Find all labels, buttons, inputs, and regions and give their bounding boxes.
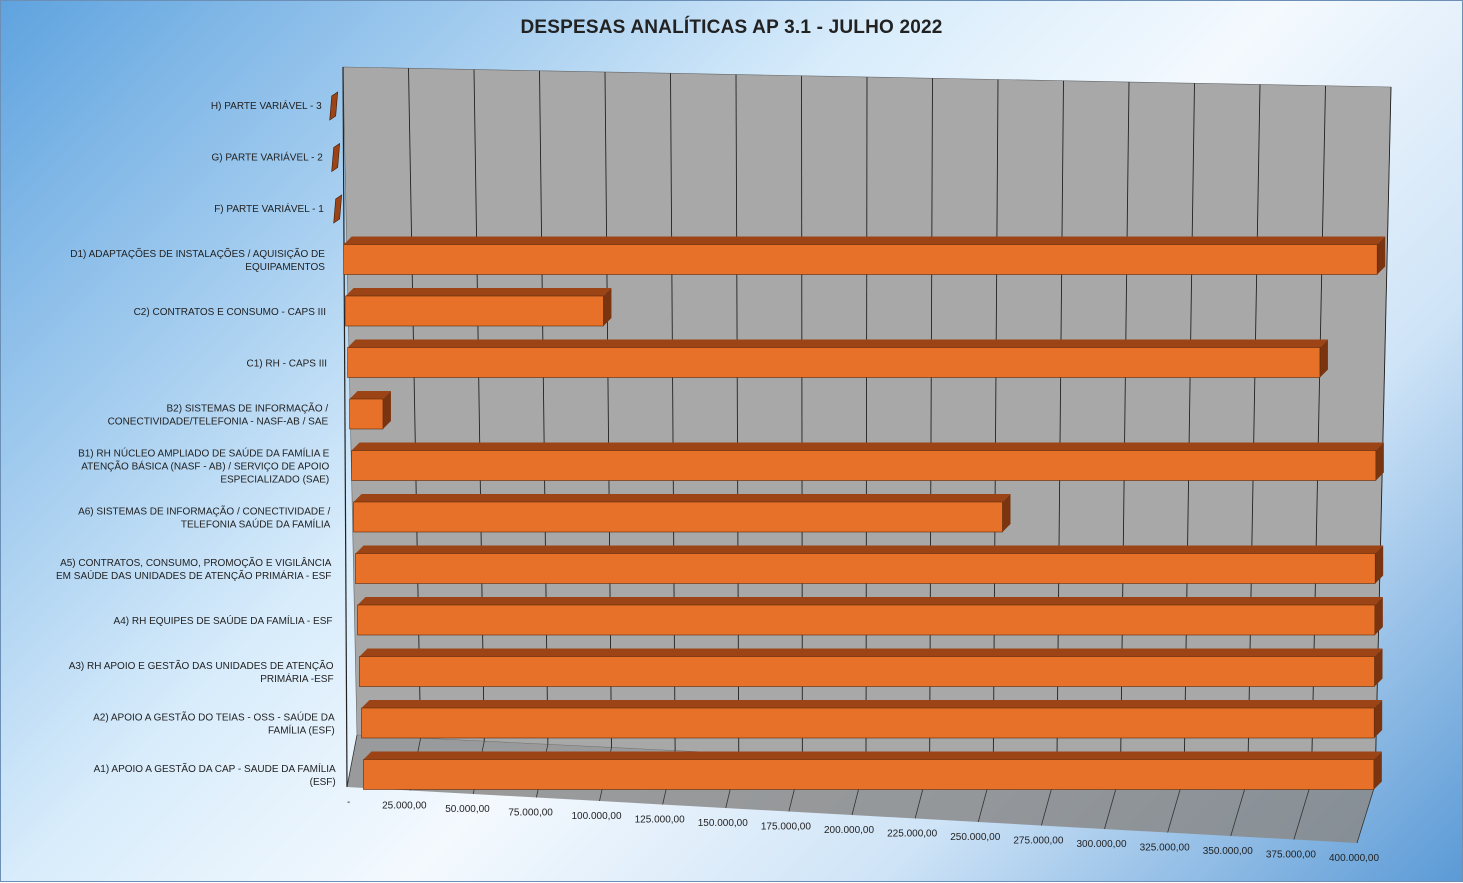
category-label: B1) RH NÚCLEO AMPLIADO DE SAÚDE DA FAMÍL… bbox=[78, 447, 330, 486]
bar-top-face bbox=[351, 442, 1384, 451]
bar-side-face bbox=[1373, 751, 1382, 790]
x-tick-label: 50.000,00 bbox=[445, 804, 490, 815]
bar-zero-marker bbox=[331, 142, 341, 173]
bar bbox=[333, 194, 343, 224]
x-tick-label: 25.000,00 bbox=[382, 801, 427, 812]
bar-side-face bbox=[1374, 648, 1383, 687]
x-tick-label: - bbox=[347, 797, 350, 808]
bar bbox=[357, 597, 1383, 636]
bar bbox=[349, 391, 391, 430]
category-label: A2) APOIO A GESTÃO DO TEIAS - OSS - SAÚD… bbox=[93, 711, 335, 737]
bar-side-face bbox=[1375, 545, 1384, 584]
x-tick-label: 150.000,00 bbox=[698, 818, 748, 829]
bar-side-face bbox=[1002, 494, 1011, 532]
x-gridline bbox=[735, 74, 740, 754]
category-label: A3) RH APOIO E GESTÃO DAS UNIDADES DE AT… bbox=[69, 659, 334, 685]
y-axis-line bbox=[342, 66, 348, 788]
bar-front-face bbox=[351, 450, 1377, 481]
bar-front-face bbox=[345, 295, 604, 327]
category-label: G) PARTE VARIÁVEL - 2 bbox=[211, 151, 323, 164]
bar bbox=[347, 339, 1328, 378]
x-tick-label: 275.000,00 bbox=[1013, 836, 1063, 847]
bar bbox=[345, 288, 612, 327]
bar-front-face bbox=[347, 347, 1321, 378]
x-tick-label: 75.000,00 bbox=[508, 808, 553, 819]
bar-top-face bbox=[361, 700, 1383, 708]
x-tick-label: 400.000,00 bbox=[1329, 853, 1379, 864]
bar-top-face bbox=[353, 494, 1011, 502]
bar bbox=[331, 142, 341, 173]
category-label: A5) CONTRATOS, CONSUMO, PROMOÇÃO E VIGIL… bbox=[56, 556, 332, 582]
bar bbox=[363, 751, 1382, 790]
bar-front-face bbox=[361, 707, 1375, 739]
bar-side-face bbox=[382, 391, 391, 429]
bar-side-face bbox=[603, 288, 612, 326]
category-label: F) PARTE VARIÁVEL - 1 bbox=[214, 202, 324, 215]
bar-top-face bbox=[343, 236, 1386, 245]
x-tick-label: 125.000,00 bbox=[635, 815, 685, 826]
bar-top-face bbox=[349, 391, 391, 399]
x-tick-label: 225.000,00 bbox=[887, 829, 937, 840]
bar-top-face bbox=[357, 597, 1383, 605]
category-label: C2) CONTRATOS E CONSUMO - CAPS III bbox=[134, 307, 326, 318]
bar-side-face bbox=[1377, 236, 1386, 275]
bar bbox=[359, 648, 1383, 687]
x-tick-label: 250.000,00 bbox=[950, 832, 1000, 843]
bar-side-face bbox=[1374, 597, 1383, 635]
x-tick-label: 300.000,00 bbox=[1077, 839, 1127, 850]
bar-front-face bbox=[363, 759, 1375, 790]
category-label: A1) APOIO A GESTÃO DA CAP - SAUDE DA FAM… bbox=[94, 762, 336, 788]
bar-side-face bbox=[1375, 442, 1384, 481]
chart-title: DESPESAS ANALÍTICAS AP 3.1 - JULHO 2022 bbox=[520, 17, 943, 38]
bar bbox=[355, 545, 1384, 584]
bar-side-face bbox=[1374, 700, 1383, 738]
category-label: A6) SISTEMAS DE INFORMAÇÃO / CONECTIVIDA… bbox=[78, 505, 331, 531]
bar bbox=[351, 442, 1384, 481]
x-tick-mark bbox=[1293, 781, 1312, 840]
bar-front-face bbox=[357, 604, 1376, 636]
x-tick-label: 100.000,00 bbox=[572, 811, 622, 822]
bar bbox=[361, 700, 1383, 739]
x-tick-label: 350.000,00 bbox=[1203, 846, 1253, 857]
bar-zero-marker bbox=[329, 91, 339, 121]
bar bbox=[353, 494, 1011, 533]
category-label: A4) RH EQUIPES DE SAÚDE DA FAMÍLIA - ESF bbox=[114, 614, 333, 627]
category-label: B2) SISTEMAS DE INFORMAÇÃO / CONECTIVIDAD… bbox=[108, 402, 329, 428]
x-tick-label: 325.000,00 bbox=[1140, 843, 1190, 854]
category-label: C1) RH - CAPS III bbox=[247, 359, 328, 370]
bar-top-face bbox=[345, 288, 612, 296]
x-tick-mark bbox=[346, 734, 358, 788]
bar bbox=[329, 91, 339, 121]
x-tick-mark bbox=[1356, 784, 1376, 844]
x-gridline bbox=[670, 73, 676, 751]
x-gridline bbox=[865, 76, 868, 761]
bar-top-face bbox=[347, 339, 1328, 348]
x-tick-label: 375.000,00 bbox=[1266, 850, 1316, 861]
x-gridline bbox=[801, 75, 803, 757]
x-tick-label: 200.000,00 bbox=[824, 825, 874, 836]
x-tick-label: 175.000,00 bbox=[761, 822, 811, 833]
bar-side-face bbox=[1319, 339, 1328, 378]
bar-top-face bbox=[355, 545, 1384, 554]
bar-top-face bbox=[359, 648, 1383, 657]
bar-front-face bbox=[359, 656, 1375, 687]
category-label: D1) ADAPTAÇÕES DE INSTALAÇÕES / AQUISIÇÃ… bbox=[70, 247, 325, 273]
bar-top-face bbox=[363, 751, 1382, 760]
bar-front-face bbox=[343, 244, 1378, 275]
bar bbox=[343, 236, 1386, 275]
bar-front-face bbox=[355, 553, 1376, 584]
category-label: H) PARTE VARIÁVEL - 3 bbox=[211, 99, 322, 112]
bar-front-face bbox=[349, 398, 384, 430]
bar-front-face bbox=[353, 501, 1003, 533]
bar-zero-marker bbox=[333, 194, 343, 224]
